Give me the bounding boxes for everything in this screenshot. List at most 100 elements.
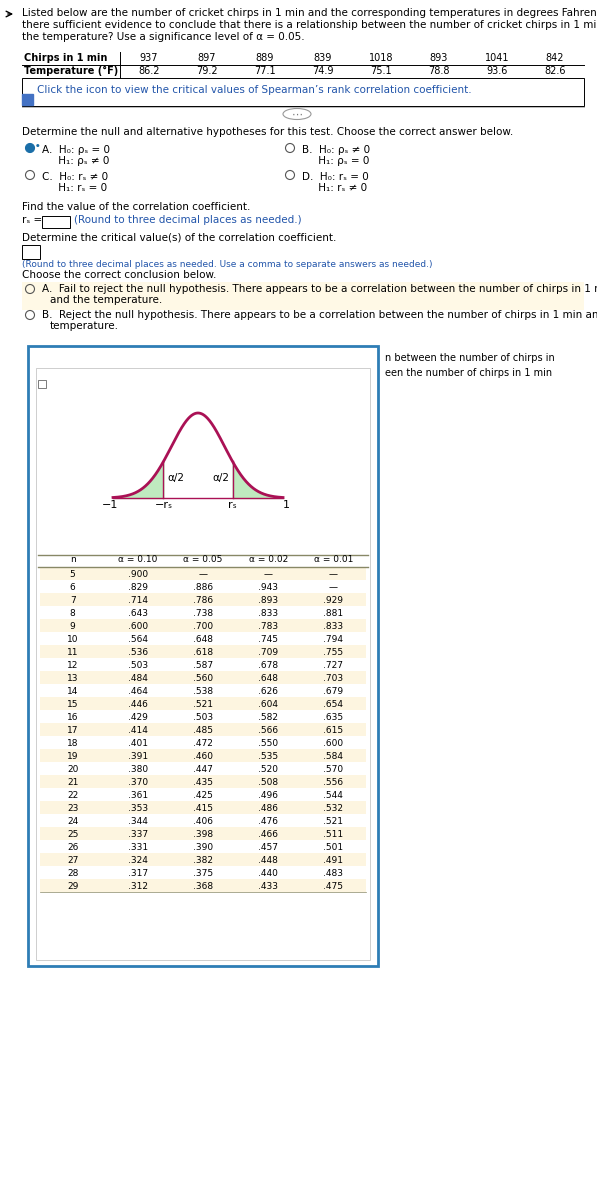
Text: .460: .460 bbox=[193, 752, 213, 761]
Text: Determine the critical value(s) of the correlation coefficient.: Determine the critical value(s) of the c… bbox=[22, 232, 336, 242]
FancyBboxPatch shape bbox=[28, 346, 378, 966]
FancyBboxPatch shape bbox=[40, 593, 366, 606]
FancyBboxPatch shape bbox=[40, 827, 366, 840]
FancyBboxPatch shape bbox=[22, 78, 584, 106]
Text: 16: 16 bbox=[67, 713, 78, 722]
Text: 5: 5 bbox=[70, 570, 75, 578]
Text: .501: .501 bbox=[324, 842, 343, 852]
Text: .755: .755 bbox=[324, 648, 343, 658]
Text: —: — bbox=[264, 570, 273, 578]
Text: 937: 937 bbox=[140, 53, 158, 62]
Text: (Round to three decimal places as needed.): (Round to three decimal places as needed… bbox=[74, 215, 301, 226]
Text: 893: 893 bbox=[430, 53, 448, 62]
Text: −1: −1 bbox=[102, 500, 118, 510]
Text: 839: 839 bbox=[314, 53, 332, 62]
Text: .457: .457 bbox=[258, 842, 278, 852]
Text: Listed below are the number of cricket chirps in 1 min and the corresponding tem: Listed below are the number of cricket c… bbox=[22, 8, 597, 18]
FancyBboxPatch shape bbox=[40, 736, 366, 749]
Text: Chirps in 1 min: Chirps in 1 min bbox=[24, 53, 107, 62]
Text: −: − bbox=[340, 350, 352, 365]
Text: Click the icon to view the critical values of Spearman’s rank correlation coeffi: Click the icon to view the critical valu… bbox=[37, 85, 472, 95]
FancyBboxPatch shape bbox=[40, 684, 366, 697]
Text: 19: 19 bbox=[67, 752, 78, 761]
FancyBboxPatch shape bbox=[22, 94, 33, 104]
Text: 29: 29 bbox=[67, 882, 78, 890]
Text: 1018: 1018 bbox=[369, 53, 393, 62]
Text: 22: 22 bbox=[67, 791, 78, 800]
Text: .584: .584 bbox=[324, 752, 343, 761]
Text: .570: .570 bbox=[324, 766, 343, 774]
Text: .829: .829 bbox=[128, 583, 148, 592]
Text: .643: .643 bbox=[128, 608, 148, 618]
Text: B.  Reject the null hypothesis. There appears to be a correlation between the nu: B. Reject the null hypothesis. There app… bbox=[42, 310, 597, 320]
FancyBboxPatch shape bbox=[22, 245, 40, 259]
Text: .564: .564 bbox=[128, 635, 148, 644]
FancyBboxPatch shape bbox=[42, 216, 70, 228]
Text: .425: .425 bbox=[193, 791, 213, 800]
Text: .353: .353 bbox=[128, 804, 148, 814]
Text: .648: .648 bbox=[258, 674, 278, 683]
Text: .344: .344 bbox=[128, 817, 147, 826]
Text: —: — bbox=[198, 570, 208, 578]
Text: .503: .503 bbox=[193, 713, 213, 722]
Text: rₛ =: rₛ = bbox=[22, 215, 42, 226]
Text: —: — bbox=[329, 570, 338, 578]
Text: A.  H₀: ρₛ = 0: A. H₀: ρₛ = 0 bbox=[42, 145, 110, 155]
Text: een the number of chirps in 1 min: een the number of chirps in 1 min bbox=[385, 368, 552, 378]
Text: 10: 10 bbox=[67, 635, 78, 644]
Text: 79.2: 79.2 bbox=[196, 66, 218, 76]
Text: 6: 6 bbox=[70, 583, 75, 592]
Text: H₁: ρₛ = 0: H₁: ρₛ = 0 bbox=[302, 156, 370, 166]
Text: .654: .654 bbox=[324, 700, 343, 709]
Text: H₁: rₛ = 0: H₁: rₛ = 0 bbox=[42, 182, 107, 193]
FancyBboxPatch shape bbox=[40, 710, 366, 722]
FancyBboxPatch shape bbox=[40, 775, 366, 788]
FancyBboxPatch shape bbox=[40, 619, 366, 632]
Text: Determine the null and alternative hypotheses for this test. Choose the correct : Determine the null and alternative hypot… bbox=[22, 127, 513, 137]
Text: .783: .783 bbox=[258, 622, 278, 631]
Text: .491: .491 bbox=[324, 856, 343, 865]
Text: α/2: α/2 bbox=[212, 473, 229, 482]
Text: Temperature (°F): Temperature (°F) bbox=[24, 66, 118, 76]
Text: .635: .635 bbox=[324, 713, 343, 722]
Text: .401: .401 bbox=[128, 739, 148, 748]
Text: .560: .560 bbox=[193, 674, 213, 683]
Text: .433: .433 bbox=[258, 882, 278, 890]
Text: .475: .475 bbox=[324, 882, 343, 890]
Text: .485: .485 bbox=[193, 726, 213, 734]
FancyBboxPatch shape bbox=[40, 671, 366, 684]
FancyBboxPatch shape bbox=[40, 840, 366, 853]
Text: the temperature? Use a significance level of α = 0.05.: the temperature? Use a significance leve… bbox=[22, 32, 304, 42]
Text: 1041: 1041 bbox=[485, 53, 509, 62]
Text: Critical Values of Spearman’s Rank: Critical Values of Spearman’s Rank bbox=[100, 520, 306, 533]
Text: 25: 25 bbox=[67, 830, 78, 839]
Text: 77.1: 77.1 bbox=[254, 66, 276, 76]
Text: 86.2: 86.2 bbox=[139, 66, 160, 76]
FancyBboxPatch shape bbox=[40, 878, 366, 892]
Text: .714: .714 bbox=[128, 596, 148, 605]
Text: 26: 26 bbox=[67, 842, 78, 852]
Text: .484: .484 bbox=[128, 674, 147, 683]
Text: 13: 13 bbox=[67, 674, 78, 683]
Text: H₁: ρₛ ≠ 0: H₁: ρₛ ≠ 0 bbox=[42, 156, 109, 166]
Text: 14: 14 bbox=[67, 686, 78, 696]
Text: 27: 27 bbox=[67, 856, 78, 865]
Text: 28: 28 bbox=[67, 869, 78, 878]
Text: 20: 20 bbox=[67, 766, 78, 774]
Text: .368: .368 bbox=[193, 882, 213, 890]
Text: α = 0.05: α = 0.05 bbox=[183, 554, 223, 564]
Text: .550: .550 bbox=[258, 739, 278, 748]
Text: .464: .464 bbox=[128, 686, 147, 696]
Text: .361: .361 bbox=[128, 791, 148, 800]
Text: .929: .929 bbox=[324, 596, 343, 605]
Text: 74.9: 74.9 bbox=[312, 66, 334, 76]
Text: .566: .566 bbox=[258, 726, 278, 734]
Text: 15: 15 bbox=[67, 700, 78, 709]
Text: Find the value of the correlation coefficient.: Find the value of the correlation coeffi… bbox=[22, 202, 250, 212]
Text: .700: .700 bbox=[193, 622, 213, 631]
Text: B.  H₀: ρₛ ≠ 0: B. H₀: ρₛ ≠ 0 bbox=[302, 145, 370, 155]
FancyBboxPatch shape bbox=[40, 697, 366, 710]
Text: −rₛ: −rₛ bbox=[155, 500, 173, 510]
Text: .786: .786 bbox=[193, 596, 213, 605]
Text: α/2: α/2 bbox=[167, 473, 184, 482]
